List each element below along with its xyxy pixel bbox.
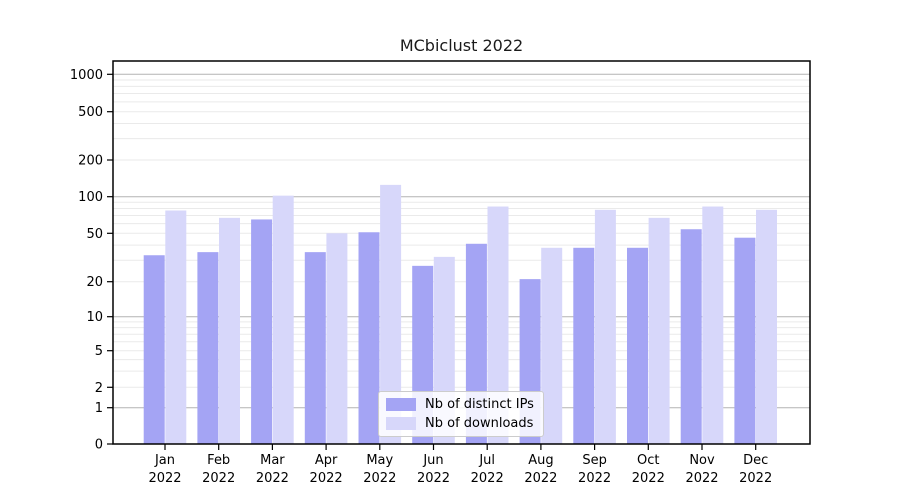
bar-feb-downloads	[219, 217, 240, 444]
x-tick-label-year: 2022	[578, 471, 611, 486]
bar-jul-downloads	[487, 206, 509, 444]
y-tick-label: 200	[78, 154, 103, 169]
plot-frame	[112, 60, 811, 445]
bar-aug-downloads	[541, 247, 563, 444]
legend-label-downloads: Nb of downloads	[425, 416, 534, 431]
x-tick-label-month: Jun	[422, 453, 443, 468]
y-tick-label: 500	[78, 105, 103, 120]
bar-nov-distinct-ips	[680, 229, 702, 444]
bar-dec-downloads	[756, 209, 777, 444]
bar-apr-downloads	[326, 233, 348, 444]
x-tick-label-year: 2022	[148, 471, 181, 486]
x-tick-label-year: 2022	[685, 471, 718, 486]
x-tick-label-month: Jul	[478, 453, 495, 468]
bar-jan-downloads	[165, 210, 187, 444]
legend-item-distinct-ips: Nb of distinct IPs	[386, 397, 534, 412]
y-tick-label: 20	[86, 275, 103, 290]
x-tick-label-month: Mar	[260, 453, 285, 468]
y-tick-label: 0	[95, 438, 103, 453]
legend-swatch-downloads-icon	[386, 417, 416, 430]
x-tick-label-month: Sep	[582, 453, 607, 468]
bar-nov-downloads	[702, 206, 724, 444]
x-tick-label-year: 2022	[739, 471, 772, 486]
bar-feb-distinct-ips	[197, 252, 219, 444]
bar-may-distinct-ips	[358, 232, 380, 444]
legend-item-downloads: Nb of downloads	[386, 416, 534, 431]
x-tick-label-month: Oct	[637, 453, 659, 468]
bar-apr-distinct-ips	[304, 252, 326, 444]
x-tick-label-year: 2022	[417, 471, 450, 486]
bar-mar-distinct-ips	[251, 219, 273, 444]
y-tick-label: 1000	[70, 68, 103, 83]
bar-dec-distinct-ips	[734, 237, 756, 444]
y-tick-label: 100	[78, 190, 103, 205]
x-tick-label-month: Apr	[315, 453, 338, 468]
chart-legend: Nb of distinct IPs Nb of downloads	[378, 391, 544, 437]
bar-sep-distinct-ips	[573, 247, 595, 444]
x-tick-label-month: Nov	[689, 453, 715, 468]
bar-oct-distinct-ips	[627, 247, 648, 444]
bar-mar-downloads	[272, 195, 294, 444]
y-tick-label: 1	[95, 401, 103, 416]
x-tick-label-month: Aug	[528, 453, 553, 468]
x-tick-label-year: 2022	[471, 471, 504, 486]
x-tick-label-year: 2022	[256, 471, 289, 486]
x-tick-label-month: Feb	[207, 453, 230, 468]
x-tick-label-year: 2022	[202, 471, 235, 486]
y-tick-label: 2	[95, 381, 103, 396]
bar-sep-downloads	[594, 209, 616, 444]
y-tick-label: 50	[86, 227, 103, 242]
x-tick-label-year: 2022	[363, 471, 396, 486]
x-tick-label-month: May	[366, 453, 393, 468]
x-tick-label-month: Jan	[154, 453, 175, 468]
bar-oct-downloads	[648, 217, 670, 444]
y-tick-label: 5	[95, 344, 103, 359]
bar-jan-distinct-ips	[143, 255, 165, 444]
legend-swatch-distinct-ips-icon	[386, 398, 416, 411]
bar-may-downloads	[380, 184, 402, 444]
x-tick-label-year: 2022	[524, 471, 557, 486]
x-tick-label-year: 2022	[632, 471, 665, 486]
x-tick-label-month: Dec	[743, 453, 768, 468]
y-tick-label: 10	[86, 310, 103, 325]
legend-label-distinct-ips: Nb of distinct IPs	[425, 397, 534, 412]
x-tick-label-year: 2022	[310, 471, 343, 486]
